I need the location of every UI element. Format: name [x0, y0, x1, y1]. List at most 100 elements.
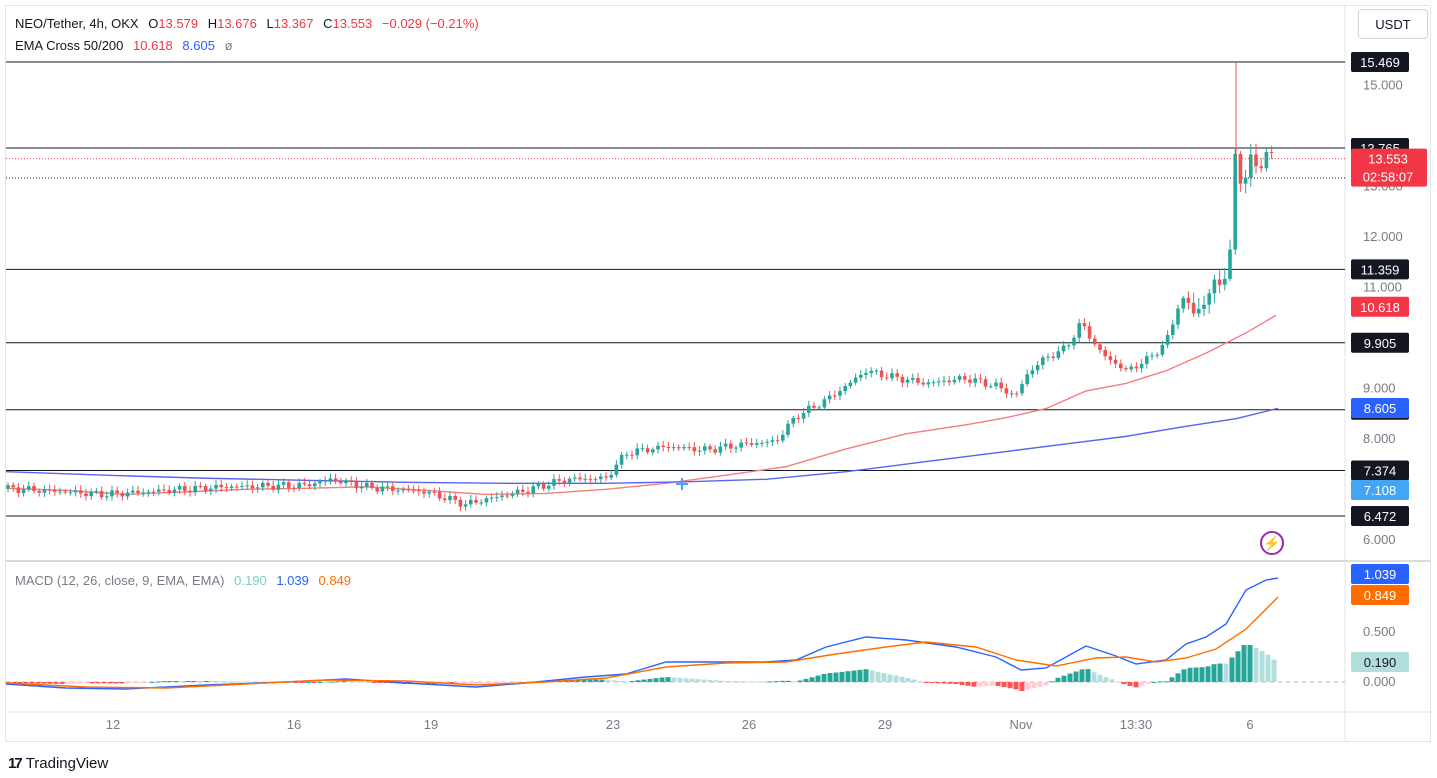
macd-tick-label: 0.000 — [1363, 674, 1396, 689]
candle-body — [770, 440, 775, 442]
candle-body — [625, 454, 629, 456]
macd-histogram-bar — [1085, 669, 1091, 682]
close-value: 13.553 — [332, 16, 373, 31]
candle-body — [1150, 355, 1154, 357]
candle-body — [1176, 308, 1180, 325]
candle-body — [1155, 354, 1159, 356]
candle-body — [1233, 153, 1237, 250]
candle-body — [1228, 249, 1232, 279]
candle-body — [1160, 344, 1165, 355]
candle-body — [531, 486, 535, 494]
candle-body — [235, 486, 239, 488]
level-tag-label: 9.905 — [1364, 336, 1397, 351]
candle-body — [573, 477, 577, 479]
macd-histogram-bar — [1163, 681, 1169, 683]
macd-histogram-bar — [1073, 671, 1079, 682]
macd-histogram-bar — [647, 678, 653, 682]
candle-body — [276, 484, 281, 490]
ema200-tag — [1351, 398, 1409, 418]
macd-histogram-bar — [977, 682, 983, 687]
macd-histogram-bar — [371, 682, 377, 683]
candle-body — [937, 381, 941, 383]
macd-histogram-bar — [1007, 682, 1013, 689]
hidden-values-icon[interactable]: ø — [224, 38, 233, 53]
time-axis-label: 26 — [742, 717, 756, 732]
macd-line-value: 1.039 — [276, 573, 309, 588]
macd-histogram-bar — [293, 682, 299, 683]
candle-body — [261, 482, 265, 488]
macd-histogram-bar — [989, 682, 995, 686]
candle-body — [791, 417, 795, 424]
macd-histogram-bar — [701, 679, 707, 682]
candle-body — [110, 490, 114, 497]
candle-body — [68, 492, 73, 494]
candle-body — [578, 477, 582, 480]
candle-body — [1145, 356, 1149, 364]
candle-body — [1087, 326, 1092, 339]
change-value: −0.029 (−0.21%) — [381, 16, 479, 31]
candle-body — [599, 476, 603, 480]
macd-histogram-bar — [245, 681, 251, 683]
candle-body — [479, 502, 483, 504]
macd-signal-value: 0.849 — [318, 573, 352, 588]
candle-body — [567, 478, 572, 483]
macd-histogram-bar — [1187, 667, 1193, 682]
macd-histogram-bar — [923, 682, 929, 683]
macd-histogram-bar — [677, 677, 683, 682]
tradingview-brand[interactable]: 17 TradingView — [8, 755, 108, 772]
macd-histogram-bar — [995, 682, 1001, 686]
hist-tag — [1351, 652, 1409, 672]
macd-histogram-bar — [1241, 645, 1247, 682]
candle-body — [552, 479, 556, 486]
macd-histogram-bar — [341, 680, 347, 682]
candle-body — [1098, 344, 1102, 350]
macd-histogram-bar — [1265, 654, 1271, 682]
candle-body — [708, 446, 712, 450]
macd-histogram-bar — [887, 674, 893, 682]
currency-unit-button[interactable]: USDT — [1358, 9, 1428, 39]
signal-tag — [1351, 585, 1409, 605]
time-axis-label: 23 — [606, 717, 620, 732]
macd-histogram-bar — [359, 681, 365, 683]
candle-body — [474, 499, 478, 503]
candle-body — [890, 373, 894, 379]
candle-body — [500, 495, 504, 498]
candle-body — [302, 482, 307, 485]
candle-body — [53, 489, 57, 492]
candle-body — [489, 497, 494, 499]
macd-histogram-bar — [911, 679, 917, 682]
ema200-line — [5, 407, 1279, 485]
candle-body — [703, 446, 707, 451]
lightning-icon[interactable]: ⚡ — [1260, 531, 1284, 555]
macd-histogram-bar — [665, 677, 671, 682]
macd-histogram-bar — [935, 682, 941, 684]
macd-histogram-bar — [311, 682, 317, 683]
candle-body — [619, 454, 624, 465]
price-tick-label: 9.000 — [1363, 380, 1396, 395]
candle-body — [1249, 154, 1253, 178]
candle-body — [547, 485, 551, 489]
candle-body — [1103, 349, 1107, 357]
macd-histogram-bar — [965, 682, 971, 686]
candle-body — [427, 491, 431, 494]
candle-body — [562, 480, 567, 483]
chart-frame[interactable] — [5, 5, 1431, 742]
macd-label: MACD (12, 26, close, 9, EMA, EMA) — [15, 573, 225, 588]
macd-histogram-bar — [113, 682, 119, 684]
macd-histogram-bar — [455, 682, 461, 684]
macd-histogram-bar — [167, 681, 173, 682]
macd-histogram-bar — [155, 681, 161, 683]
candle-body — [240, 485, 244, 487]
candle-body — [583, 478, 587, 480]
candle-body — [801, 412, 806, 419]
macd-histogram-bar — [863, 669, 869, 682]
macd-histogram-bar — [653, 678, 659, 682]
candle-body — [307, 484, 312, 487]
macd-tag — [1351, 564, 1409, 584]
candle-body — [131, 490, 135, 493]
candle-body — [1082, 323, 1087, 327]
ema50-value: 10.618 — [133, 38, 173, 53]
macd-histogram-bar — [299, 682, 305, 683]
macd-histogram-bar — [209, 681, 215, 683]
